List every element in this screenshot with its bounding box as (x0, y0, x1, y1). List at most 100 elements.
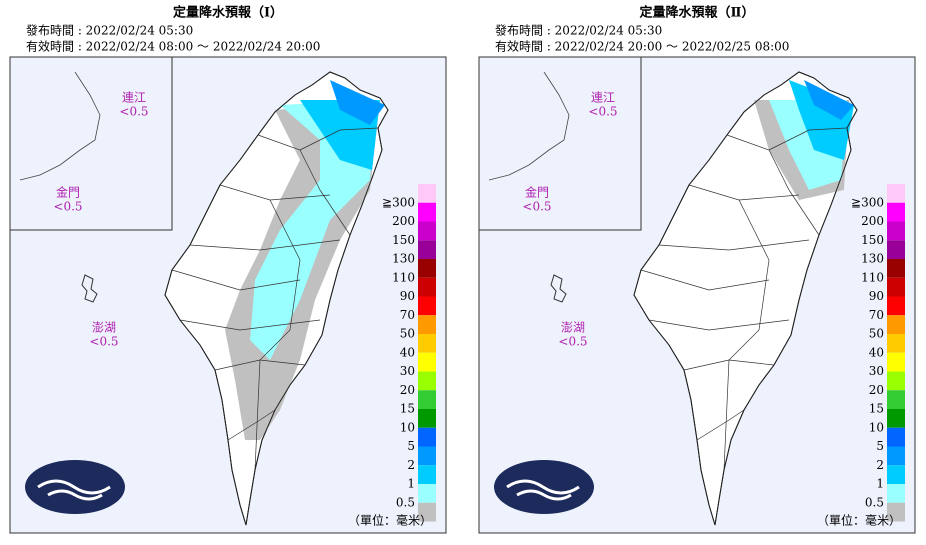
penghu (550, 274, 567, 303)
legend-swatch (887, 184, 905, 203)
legend-label: 1 (876, 477, 884, 491)
county-border (299, 127, 379, 151)
legend-swatch (887, 334, 905, 353)
china-coast (488, 71, 570, 181)
legend-label: 15 (400, 402, 415, 416)
island-name: 連江 (591, 91, 615, 105)
taiwan-outline (164, 71, 389, 526)
cwb-logo-swirl (506, 479, 580, 501)
inset-box (9, 56, 173, 231)
island-value: <0.5 (558, 335, 587, 349)
legend-swatch (418, 446, 436, 466)
legend-swatch (418, 334, 436, 353)
legend-label: 150 (861, 233, 884, 247)
legend-label: 110 (861, 270, 884, 284)
rain-darkblue (804, 80, 854, 120)
legend-swatch (887, 427, 905, 447)
legend-label: 0.5 (865, 495, 884, 509)
legend-label: 20 (869, 383, 884, 397)
legend-swatch (887, 446, 905, 466)
island-value: <0.5 (522, 200, 551, 214)
legend-swatch (887, 221, 905, 241)
legend-label: 40 (869, 345, 884, 359)
legend-label: 90 (869, 289, 884, 303)
county-border (788, 189, 820, 236)
county-border (723, 199, 770, 471)
island-name: 金門 (56, 185, 80, 200)
legend-label: 30 (400, 364, 415, 378)
legend-label: 110 (392, 270, 415, 284)
legend-swatch-below (418, 502, 436, 522)
legend-swatch (887, 202, 905, 222)
legend-swatch (887, 352, 905, 372)
legend-swatch-below (887, 502, 905, 522)
legend-swatch (887, 277, 905, 297)
island-value: <0.5 (89, 335, 118, 349)
legend-label: 30 (869, 364, 884, 378)
island-name: 金門 (525, 185, 549, 200)
legend-swatch (887, 240, 905, 259)
legend-label: 200 (392, 214, 415, 228)
legend-swatch (887, 390, 905, 409)
legend-swatch (418, 240, 436, 259)
legend-swatch (418, 221, 436, 241)
china-coast (19, 71, 101, 181)
legend-label: 2 (407, 458, 415, 472)
county-border (189, 239, 341, 251)
legend-label: 130 (861, 252, 884, 266)
legend-label: 5 (876, 439, 884, 453)
legend-label: 200 (861, 214, 884, 228)
legend-label: 70 (400, 308, 415, 322)
legend-swatch (418, 277, 436, 297)
legend-swatch (418, 371, 436, 391)
legend-label: 1 (407, 477, 415, 491)
legend-label: ≧300 (851, 195, 884, 209)
rain-cyan (250, 100, 375, 360)
county-border (658, 239, 810, 251)
legend-label: 5 (407, 439, 415, 453)
panel-title: 定量降水預報（Ⅱ） (639, 5, 755, 21)
legend-label: 150 (392, 233, 415, 247)
legend-swatch (418, 390, 436, 409)
legend-swatch (418, 352, 436, 372)
legend-swatch (418, 465, 436, 484)
inset-box (478, 56, 642, 231)
legend-label: 2 (876, 458, 884, 472)
legend-label: 15 (869, 402, 884, 416)
island-value: <0.5 (119, 105, 148, 119)
island-name: 連江 (122, 91, 146, 105)
legend-label: 50 (400, 327, 415, 341)
legend-swatch (887, 409, 905, 428)
county-border (227, 409, 276, 441)
legend-label: ≧300 (382, 195, 415, 209)
unit-label: （單位：毫米） (817, 513, 901, 528)
rain-darkblue (330, 80, 385, 125)
legend-swatch (887, 259, 905, 278)
county-border (171, 269, 301, 291)
legend-label: 130 (392, 252, 415, 266)
legend-swatch (418, 296, 436, 316)
legend-label: 70 (869, 308, 884, 322)
island-name: 澎湖 (561, 320, 585, 335)
legend-swatch (418, 484, 436, 503)
legend-label: 10 (400, 420, 415, 434)
county-border (648, 319, 790, 331)
penghu (81, 274, 98, 303)
island-value: <0.5 (588, 105, 617, 119)
issued-time: 發布時間 : 2022/02/24 05:30 (495, 23, 662, 38)
taiwan-outline (633, 71, 858, 526)
county-border (640, 269, 770, 291)
valid-time: 有效時間 : 2022/02/24 08:00 ～ 2022/02/24 20:… (26, 39, 320, 54)
legend-label: 90 (400, 289, 415, 303)
cwb-logo-swirl (37, 479, 111, 501)
county-border (319, 189, 351, 236)
legend-swatch (418, 184, 436, 203)
legend-swatch (887, 465, 905, 484)
legend-label: 50 (869, 327, 884, 341)
legend-label: 0.5 (396, 495, 415, 509)
legend-label: 40 (400, 345, 415, 359)
legend-swatch (887, 371, 905, 391)
